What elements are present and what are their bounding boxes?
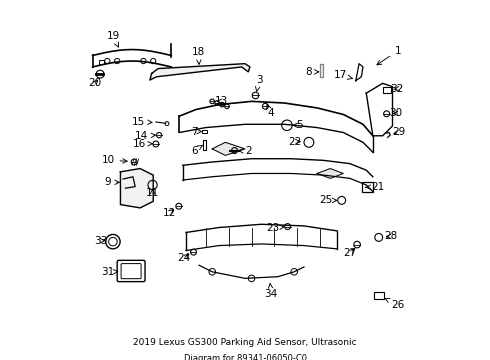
Bar	[320, 64, 323, 77]
Polygon shape	[320, 64, 323, 77]
Text: 19: 19	[107, 31, 120, 47]
Bar	[362, 182, 373, 192]
Text: 25: 25	[319, 195, 337, 205]
Text: 30: 30	[389, 108, 402, 118]
Text: 5: 5	[293, 120, 302, 130]
Bar	[99, 60, 104, 64]
Text: 7: 7	[191, 126, 201, 136]
Text: 23: 23	[266, 223, 284, 233]
Text: 32: 32	[390, 84, 403, 94]
Text: 3: 3	[255, 75, 263, 91]
Polygon shape	[121, 168, 153, 208]
Text: 21: 21	[366, 182, 384, 192]
Polygon shape	[317, 168, 343, 179]
Text: 14: 14	[135, 131, 155, 141]
Text: 13: 13	[215, 96, 228, 106]
Text: 2019 Lexus GS300 Parking Aid Sensor, Ultrasonic: 2019 Lexus GS300 Parking Aid Sensor, Ult…	[133, 338, 357, 347]
Text: 15: 15	[132, 117, 152, 127]
Polygon shape	[212, 142, 245, 156]
Text: 27: 27	[343, 248, 357, 258]
Text: 33: 33	[94, 236, 107, 246]
Text: 31: 31	[101, 267, 118, 278]
Text: 2: 2	[239, 146, 252, 156]
Text: 11: 11	[146, 188, 159, 198]
Text: 1: 1	[377, 46, 401, 65]
Text: 10: 10	[101, 156, 127, 165]
Text: 34: 34	[265, 283, 278, 299]
Text: 12: 12	[163, 208, 176, 218]
Text: 4: 4	[267, 104, 274, 118]
Text: Diagram for 89341-06050-C0: Diagram for 89341-06050-C0	[183, 354, 307, 360]
Polygon shape	[150, 64, 250, 80]
Text: 6: 6	[191, 145, 203, 156]
Text: 9: 9	[105, 177, 119, 187]
Text: 20: 20	[88, 78, 101, 88]
Bar	[374, 292, 384, 299]
Text: 8: 8	[306, 67, 318, 77]
Text: 29: 29	[392, 127, 406, 138]
Text: 17: 17	[333, 70, 352, 80]
Text: 22: 22	[289, 137, 302, 147]
Bar	[202, 130, 207, 133]
Text: 16: 16	[133, 139, 152, 149]
Text: 18: 18	[192, 47, 205, 64]
Bar	[203, 140, 206, 149]
Text: 24: 24	[178, 253, 191, 263]
Bar	[383, 87, 391, 93]
Text: 28: 28	[384, 231, 397, 242]
Text: 26: 26	[385, 298, 404, 310]
